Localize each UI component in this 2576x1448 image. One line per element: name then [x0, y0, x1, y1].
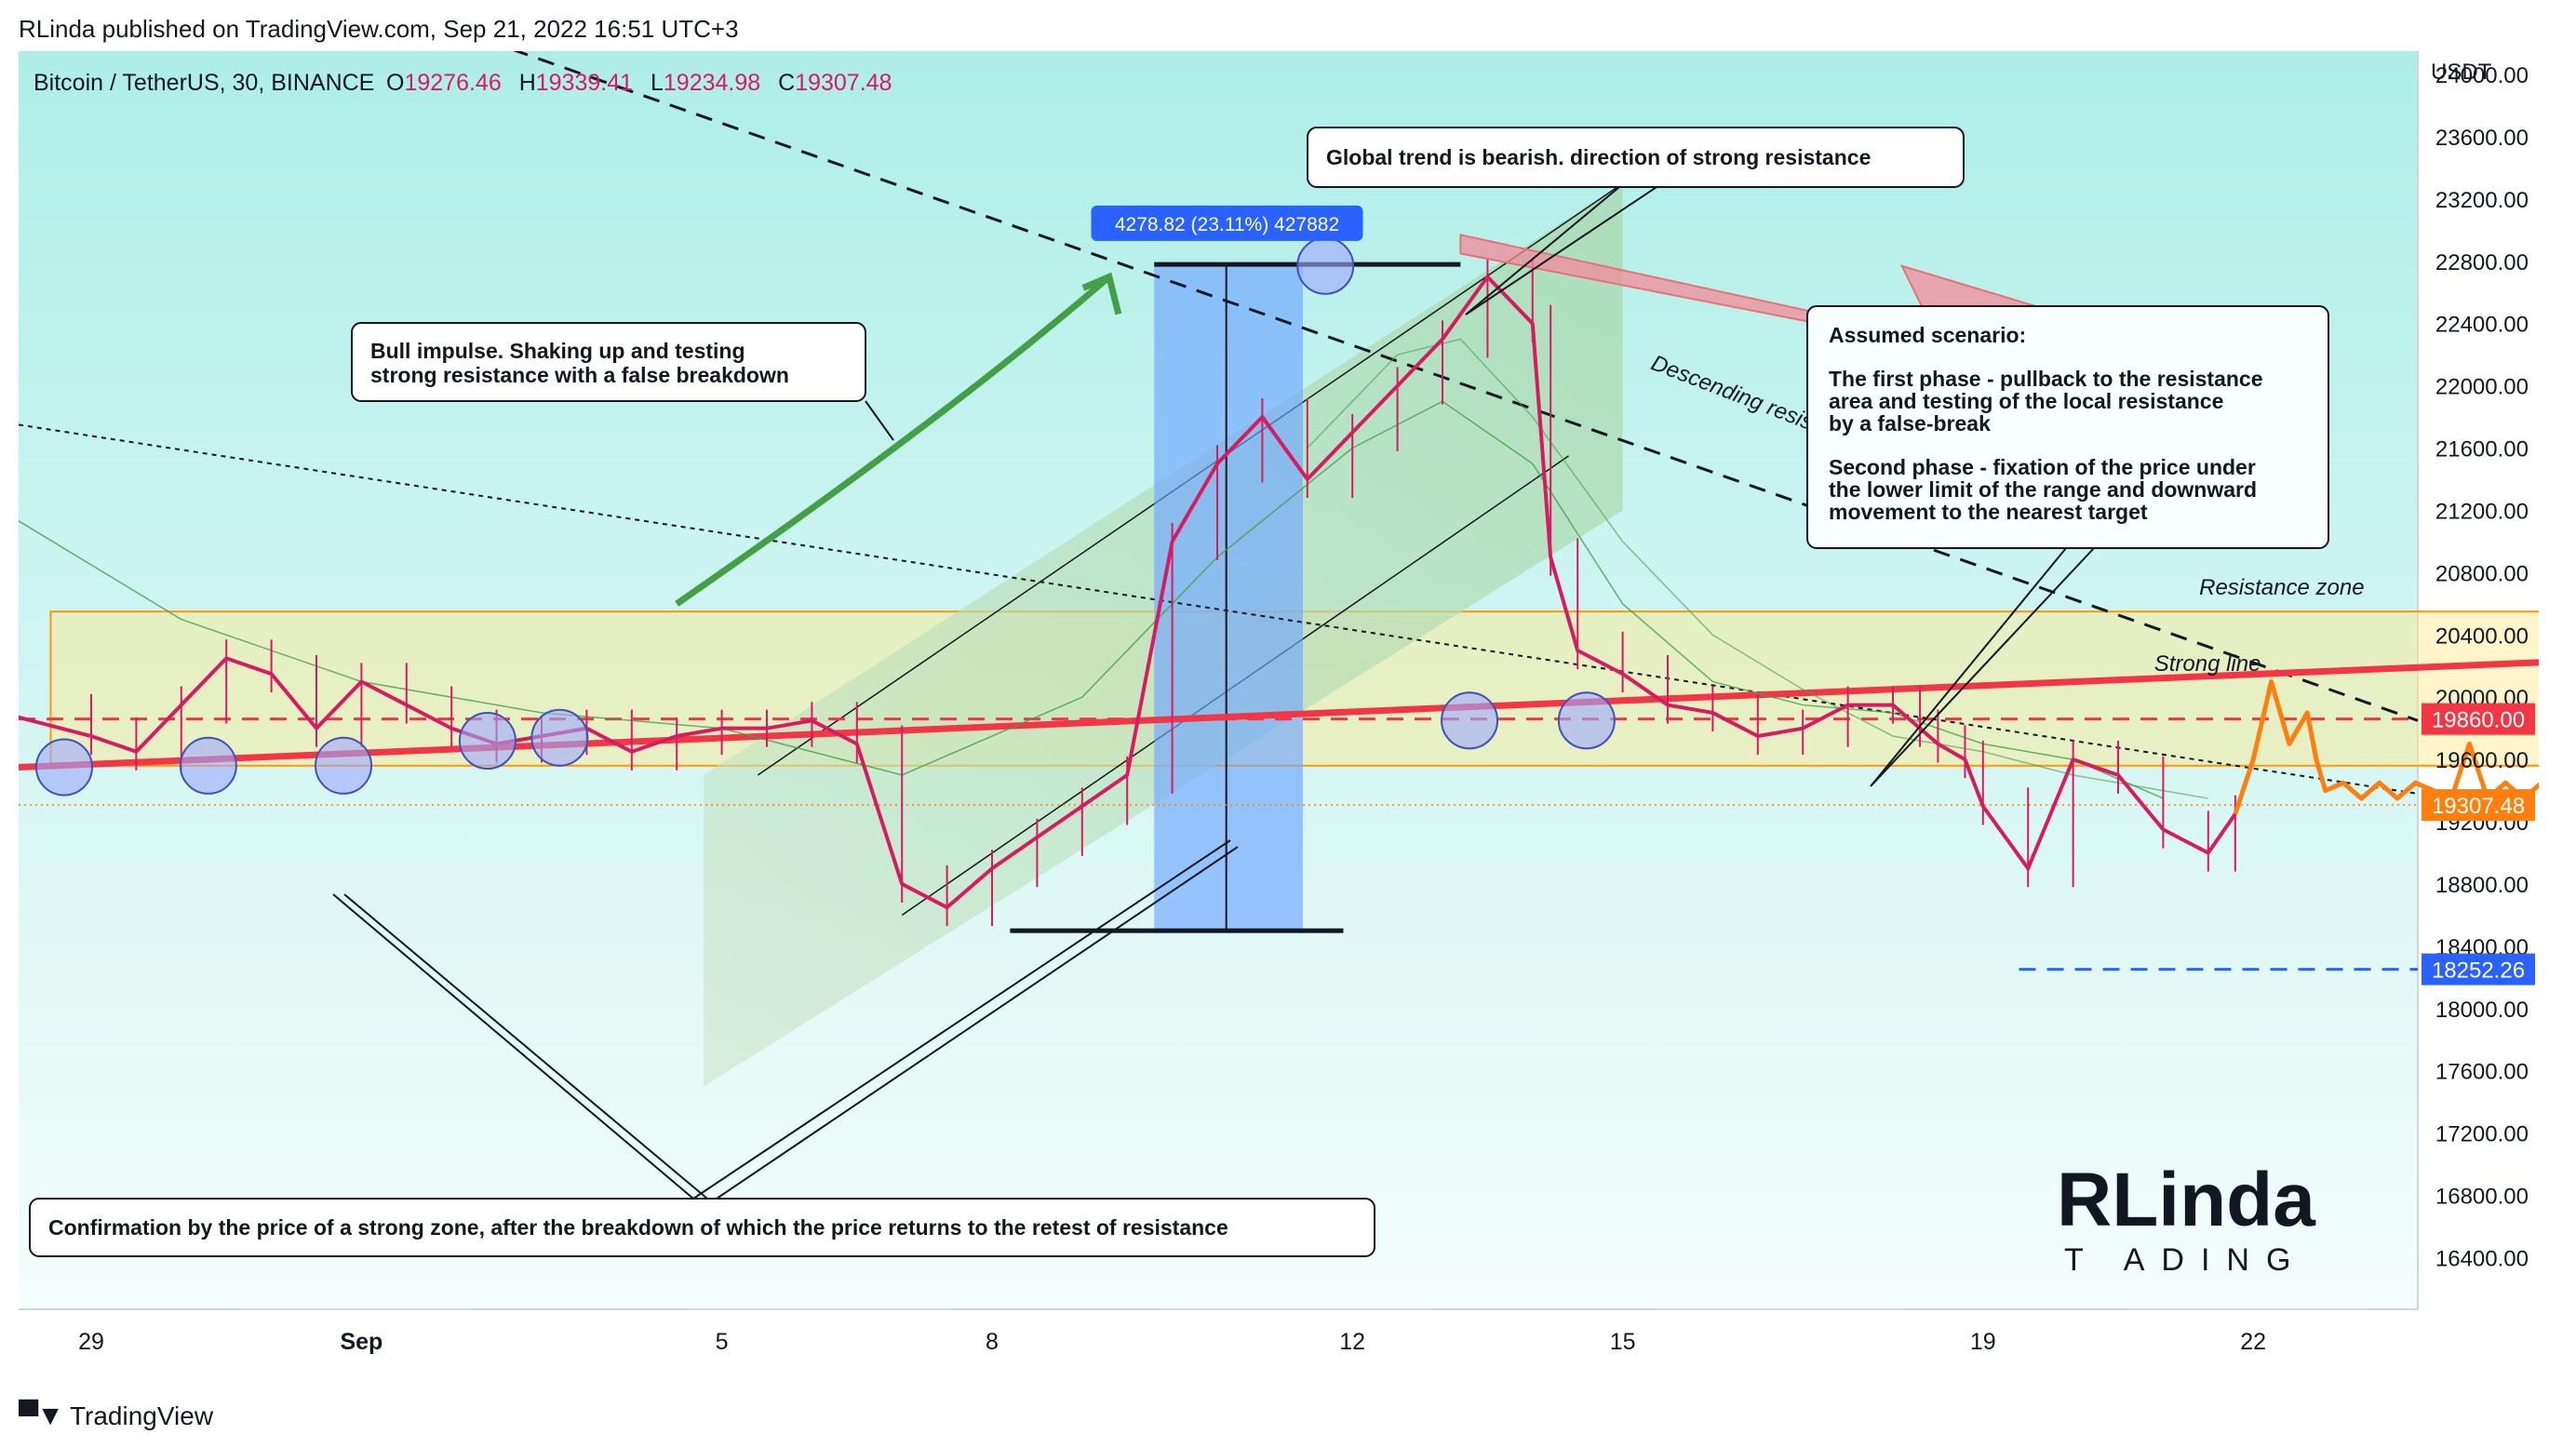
chart-title: Bitcoin / TetherUS, 30, BINANCE — [34, 70, 374, 96]
price-chart[interactable]: 24000.00 23600.00 23200.00 22800.00 22400.00… — [0, 10, 2576, 1382]
y-tick-6: 21600.00 — [2435, 437, 2529, 463]
bull-impulse-arrow-head — [1081, 272, 1122, 315]
measure-label-bg — [1091, 205, 1363, 241]
confirmation-text: Confirmation by the price of a strong zo… — [48, 1215, 1228, 1240]
x-tick-1: Sep — [340, 1329, 382, 1355]
dotted-trend-line — [18, 423, 2419, 795]
price-label-bg-2 — [2422, 953, 2535, 985]
price-axis-unit: USDT — [2431, 60, 2492, 85]
y-tick-8: 20800.00 — [2435, 561, 2529, 586]
touch-circle-0 — [34, 738, 93, 797]
touch-circle-7 — [1557, 691, 1616, 750]
y-tick-9: 20400.00 — [2435, 623, 2529, 649]
ohlc-close: 19307.48 — [795, 70, 892, 96]
ohlc-legend: O19276.46 H19339.41 L19234.98 C19307.48 — [386, 70, 892, 96]
chart-container[interactable]: 24000.00 23600.00 23200.00 22800.00 22400.00… — [0, 10, 2576, 1382]
y-tick-18: 16800.00 — [2435, 1185, 2529, 1210]
y-tick-0: 24000.00 — [2435, 63, 2529, 88]
y-tick-17: 17200.00 — [2435, 1122, 2529, 1147]
strong-line-label: Strong line — [2154, 651, 2261, 677]
y-tick-4: 22400.00 — [2435, 313, 2529, 338]
touch-circle-6 — [1441, 691, 1499, 750]
time-axis-background — [19, 1309, 2539, 1382]
global-trend-text: Global trend is bearish. direction of st… — [1326, 145, 1871, 169]
moving-average-slow-line — [1307, 338, 2208, 799]
ohlc-low: 19234.98 — [664, 70, 760, 96]
touch-circle-1 — [179, 736, 237, 795]
price-label-0: 19860.00 — [2432, 708, 2525, 733]
tradingview-brand: TradingView — [69, 1401, 214, 1430]
measure-label: 4278.82 (23.11%) 427882 — [1115, 214, 1339, 235]
x-tick-5: 15 — [1610, 1329, 1636, 1355]
y-tick-1: 23600.00 — [2435, 126, 2529, 151]
ohlc-high: 19339.41 — [536, 70, 633, 96]
y-tick-16: 17600.00 — [2435, 1060, 2529, 1085]
bull-impulse-line-2: strong resistance with a false breakdown — [370, 363, 789, 387]
logo-line-1: RLinda — [2057, 1158, 2316, 1242]
x-tick-2: 5 — [716, 1329, 729, 1355]
publish-info: RLinda published on TradingView.com, Sep… — [19, 15, 739, 43]
y-tick-15: 18000.00 — [2435, 998, 2529, 1023]
price-label-2: 18252.26 — [2432, 959, 2525, 984]
tradingview-logo-icon: ▀▼ — [19, 1401, 64, 1431]
price-axis-background — [2418, 51, 2539, 1309]
scenario-line-4: area and testing of the local resistance — [1829, 389, 2223, 413]
price-label-bg-1 — [2422, 789, 2535, 822]
tradingview-footer[interactable]: ▀▼ TradingView — [19, 1401, 213, 1432]
y-tick-2: 23200.00 — [2435, 188, 2529, 213]
ohlc-open-label: O — [386, 70, 404, 96]
touch-circle-4 — [530, 708, 589, 767]
scenario-line-1: Assumed scenario: — [1829, 323, 2026, 347]
scenario-line-5: by a false-break — [1829, 411, 1991, 436]
scenario-line-8: the lower limit of the range and downwar… — [1829, 477, 2257, 502]
ohlc-close-label: C — [778, 70, 795, 96]
confirmation-callout: Confirmation by the price of a strong zo… — [29, 839, 1375, 1257]
scenario-line-7: Second phase - fixation of the price und… — [1829, 455, 2256, 479]
ohlc-open: 19276.46 — [404, 70, 501, 96]
ohlc-high-label: H — [519, 70, 536, 96]
x-tick-7: 22 — [2240, 1329, 2266, 1355]
global-trend-callout: Global trend is bearish. direction of st… — [1307, 127, 1965, 315]
bull-impulse-callout: Bull impulse. Shaking up and testing str… — [351, 322, 894, 441]
resistance-zone-label: Resistance zone — [2199, 575, 2364, 600]
price-label-bg-0 — [2422, 703, 2535, 735]
x-tick-0: 29 — [78, 1329, 104, 1355]
scenario-line-9: movement to the nearest target — [1829, 500, 2148, 524]
bull-impulse-line-1: Bull impulse. Shaking up and testing — [370, 339, 745, 363]
touch-circle-3 — [458, 712, 517, 771]
x-tick-3: 8 — [986, 1329, 999, 1355]
y-tick-19: 16400.00 — [2435, 1246, 2529, 1271]
x-tick-4: 12 — [1339, 1329, 1365, 1355]
rlinda-logo: RLinda T ADING — [2057, 1158, 2316, 1278]
y-tick-13: 18800.00 — [2435, 873, 2529, 898]
logo-line-2: T ADING — [2064, 1242, 2307, 1278]
measure-range — [1154, 264, 1303, 932]
scenario-callout: Assumed scenario: The first phase - pull… — [1806, 305, 2329, 787]
x-tick-6: 19 — [1970, 1329, 1996, 1355]
price-label-1: 19307.48 — [2432, 794, 2525, 819]
scenario-line-3: The first phase - pullback to the resist… — [1829, 367, 2263, 391]
y-tick-5: 22000.00 — [2435, 375, 2529, 400]
touch-circle-5 — [1296, 236, 1355, 295]
ohlc-low-label: L — [651, 70, 664, 96]
touch-circle-2 — [315, 736, 373, 795]
y-tick-11: 19600.00 — [2435, 748, 2529, 773]
y-tick-7: 21200.00 — [2435, 499, 2529, 524]
y-tick-3: 22800.00 — [2435, 250, 2529, 275]
bull-impulse-arrow — [675, 274, 1112, 607]
descending-resistance-line — [406, 10, 2419, 722]
